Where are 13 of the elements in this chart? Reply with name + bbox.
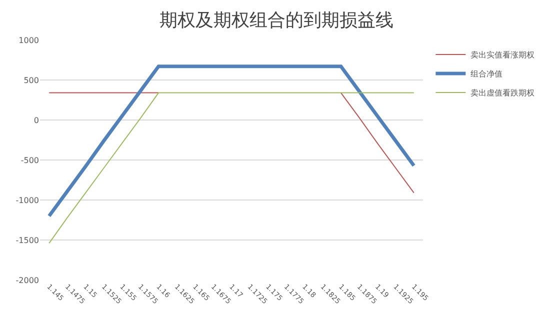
y-tick-label: 0 bbox=[34, 116, 39, 125]
y-tick-label: -500 bbox=[20, 156, 39, 165]
line-series bbox=[48, 92, 414, 244]
y-tick-label: -2000 bbox=[16, 276, 39, 285]
legend-label: 组合净值 bbox=[470, 70, 503, 79]
chart-title: 期权及期权组合的到期损益线 bbox=[160, 10, 394, 31]
y-tick-label: 500 bbox=[24, 76, 39, 85]
legend-label: 卖出虚值看跌期权 bbox=[470, 88, 535, 98]
y-tick-label: -1000 bbox=[16, 196, 39, 205]
y-tick-label: 1000 bbox=[18, 36, 39, 45]
legend-label: 卖出实值看涨期权 bbox=[470, 50, 535, 60]
line-series bbox=[47, 64, 416, 218]
y-tick-label: -1500 bbox=[16, 236, 39, 245]
